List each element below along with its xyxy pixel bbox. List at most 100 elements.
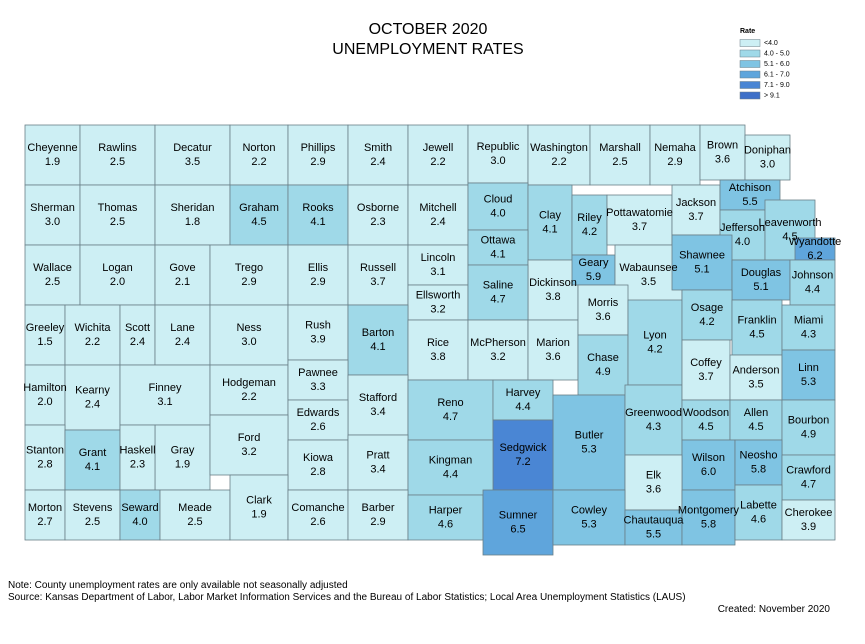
county-name: Greeley	[26, 322, 65, 334]
county-rate: 3.7	[370, 276, 385, 288]
county-rate: 3.6	[646, 483, 661, 495]
county	[287, 304, 349, 361]
county-name: Republic	[477, 141, 520, 153]
county-name: Cheyenne	[27, 142, 77, 154]
county-name: Allen	[744, 407, 768, 419]
county	[79, 184, 156, 246]
county-name: Shawnee	[679, 249, 725, 261]
county	[731, 259, 791, 301]
county-rate: 4.5	[698, 421, 713, 433]
county-name: Wallace	[33, 262, 72, 274]
county-name: Harvey	[506, 387, 541, 399]
county-rate: 4.0	[735, 236, 750, 248]
county-rate: 2.5	[45, 276, 60, 288]
county	[407, 184, 469, 246]
county-rate: 5.9	[586, 271, 601, 283]
county-name: Cherokee	[785, 507, 833, 519]
county	[681, 339, 731, 401]
county-rate: 4.9	[595, 366, 610, 378]
county-name: Logan	[102, 262, 133, 274]
county-name: Meade	[178, 502, 212, 514]
county	[527, 184, 573, 261]
legend-label: 7.1 - 9.0	[764, 82, 790, 89]
county	[209, 244, 289, 306]
county-name: Lyon	[643, 329, 666, 341]
county	[347, 304, 409, 376]
county-name: Kearny	[75, 384, 110, 396]
county	[79, 244, 156, 306]
county-rate: 2.9	[667, 156, 682, 168]
county-name: Barber	[361, 502, 394, 514]
county-rate: 3.2	[430, 303, 445, 315]
county-rate: 2.7	[37, 516, 52, 528]
county-name: Chase	[587, 352, 619, 364]
county-rate: 3.0	[760, 158, 775, 170]
county	[781, 499, 836, 541]
county	[467, 182, 529, 231]
county	[159, 489, 231, 541]
county	[24, 424, 66, 491]
county-name: McPherson	[470, 337, 526, 349]
county-name: Chautauqua	[624, 514, 685, 526]
county-rate: 5.1	[694, 263, 709, 275]
county	[681, 489, 736, 546]
county-rate: 4.9	[801, 428, 816, 440]
county	[209, 364, 289, 416]
county-rate: 4.7	[490, 293, 505, 305]
county-name: Miami	[794, 314, 823, 326]
county-rate: 2.2	[430, 156, 445, 168]
county	[729, 354, 783, 401]
county-name: Geary	[579, 257, 609, 269]
county-name: Finney	[148, 382, 182, 394]
county	[24, 364, 66, 426]
county-name: Ellis	[308, 262, 329, 274]
county-rate: 1.9	[251, 508, 266, 520]
source: Source: Kansas Department of Labor, Labo…	[8, 592, 686, 603]
note: Note: County unemployment rates are only…	[8, 580, 348, 591]
county-rate: 2.5	[110, 156, 125, 168]
county-name: Bourbon	[788, 414, 830, 426]
county-rate: 5.8	[751, 463, 766, 475]
county	[467, 124, 529, 184]
county-name: Kingman	[429, 454, 472, 466]
county-name: Clark	[246, 494, 272, 506]
county	[577, 284, 629, 336]
county-rate: 1.8	[185, 216, 200, 228]
county-name: Phillips	[301, 142, 336, 154]
county-name: Grant	[79, 447, 107, 459]
legend-label: <4.0	[764, 40, 778, 47]
county-name: Sumner	[499, 509, 538, 521]
county-rate: 4.1	[370, 341, 385, 353]
county-rate: 4.5	[782, 231, 797, 243]
county-name: Russell	[360, 262, 396, 274]
county	[789, 259, 836, 306]
county-rate: 2.2	[241, 391, 256, 403]
county-name: Smith	[364, 142, 392, 154]
county-name: Comanche	[291, 502, 344, 514]
county-rate: 5.3	[581, 443, 596, 455]
county-rate: 4.1	[310, 216, 325, 228]
county-name: Ottawa	[481, 234, 517, 246]
county-name: Elk	[646, 469, 662, 481]
county-name: Norton	[242, 142, 275, 154]
county	[571, 254, 616, 286]
county-name: Mitchell	[419, 202, 456, 214]
county-name: Ford	[238, 432, 261, 444]
county	[527, 319, 579, 381]
county	[527, 124, 591, 186]
county-rate: 4.1	[542, 223, 557, 235]
legend: Rate <4.0 4.0 - 5.0 5.1 - 6.0 6.1 - 7.0 7.1 …	[739, 28, 790, 99]
county-rate: 2.8	[37, 458, 52, 470]
county-name: Gray	[171, 444, 195, 456]
county-name: Saline	[483, 279, 514, 291]
county	[347, 489, 409, 541]
county-rate: 3.1	[157, 396, 172, 408]
county	[467, 319, 529, 381]
county	[552, 489, 626, 546]
legend-swatch	[739, 60, 761, 68]
county-rate: 3.4	[370, 463, 385, 475]
county-name: Brown	[707, 139, 738, 151]
county-name: Edwards	[297, 407, 340, 419]
legend-label: 6.1 - 7.0	[764, 71, 790, 78]
county-rate: 4.0	[490, 207, 505, 219]
